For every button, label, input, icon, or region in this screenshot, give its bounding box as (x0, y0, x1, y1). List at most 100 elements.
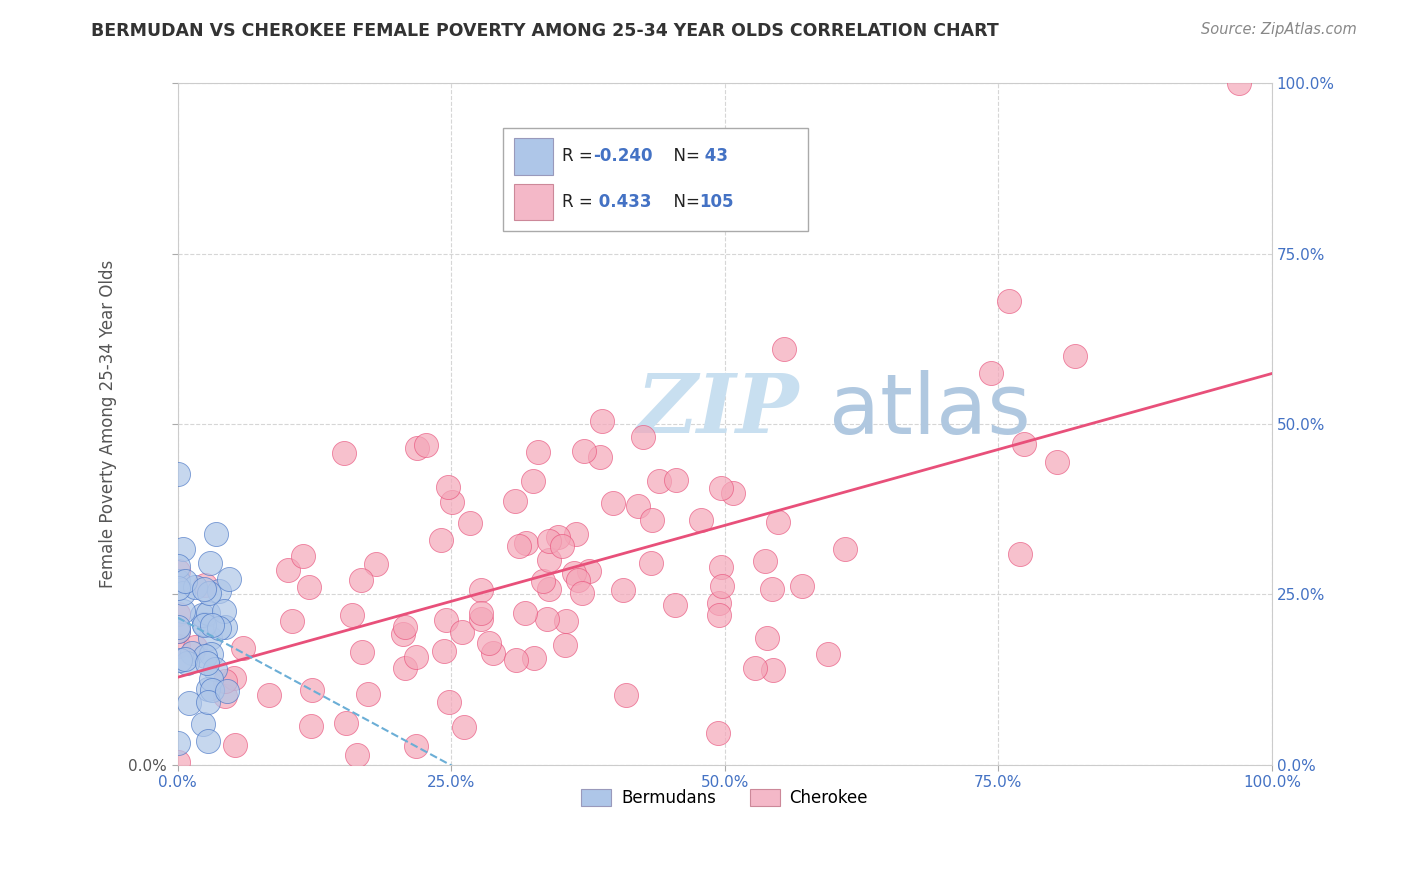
Point (405, 739, 427, 753)
Point (647, 474, 669, 488)
Point (198, 586, 221, 600)
Point (550, 539, 572, 553)
Point (527, 444, 550, 458)
Point (166, 564, 188, 578)
Point (664, 599, 686, 613)
Text: N=: N= (664, 147, 704, 166)
Point (184, 640, 207, 654)
Point (191, 717, 214, 731)
Point (193, 617, 215, 632)
Point (166, 607, 188, 621)
Point (567, 573, 589, 587)
Point (1227, 77, 1250, 91)
Point (453, 720, 475, 734)
Point (470, 582, 492, 597)
Point (166, 639, 188, 653)
Point (817, 647, 839, 661)
Point (350, 645, 373, 659)
Point (198, 631, 221, 645)
Point (166, 574, 188, 589)
Point (194, 578, 217, 592)
Point (508, 539, 530, 553)
Point (602, 496, 624, 510)
Point (218, 572, 240, 586)
Point (224, 738, 246, 752)
Point (204, 662, 226, 676)
Text: N=: N= (664, 193, 704, 211)
Point (392, 627, 415, 641)
Point (166, 736, 188, 750)
Point (470, 612, 492, 626)
Point (298, 580, 321, 594)
Point (640, 556, 662, 570)
Point (761, 582, 783, 596)
Point (214, 673, 236, 688)
Point (415, 438, 437, 452)
Text: 43: 43 (700, 147, 728, 166)
Point (505, 652, 527, 666)
Text: R =: R = (562, 193, 598, 211)
Point (589, 450, 612, 464)
Point (547, 530, 569, 544)
Point (522, 474, 544, 488)
Text: 0.433: 0.433 (593, 193, 651, 211)
Point (299, 719, 322, 733)
Point (591, 414, 613, 428)
Point (166, 467, 188, 482)
Point (721, 486, 744, 500)
Point (665, 473, 688, 487)
Point (224, 671, 246, 685)
Point (166, 582, 188, 596)
Point (200, 647, 222, 661)
Point (1064, 349, 1087, 363)
Point (191, 607, 214, 622)
Text: BERMUDAN VS CHEROKEE FEMALE POVERTY AMONG 25-34 YEAR OLDS CORRELATION CHART: BERMUDAN VS CHEROKEE FEMALE POVERTY AMON… (91, 22, 1000, 40)
Point (430, 533, 453, 548)
Point (214, 689, 236, 703)
Point (627, 499, 650, 513)
Point (790, 579, 813, 593)
Point (1012, 437, 1035, 451)
Point (208, 621, 231, 635)
Point (184, 580, 207, 594)
Point (482, 646, 505, 660)
Point (470, 607, 492, 621)
Point (166, 620, 188, 634)
Point (641, 513, 664, 527)
Point (980, 366, 1002, 380)
Point (357, 688, 380, 702)
Point (689, 513, 711, 527)
Point (406, 441, 429, 455)
Point (366, 558, 388, 572)
Point (174, 651, 197, 665)
Legend: Bermudans, Cherokee: Bermudans, Cherokee (575, 782, 875, 814)
Point (205, 526, 228, 541)
Point (538, 582, 561, 596)
Point (340, 608, 363, 623)
Point (436, 480, 458, 494)
Point (281, 614, 304, 628)
Point (215, 684, 238, 698)
Point (257, 688, 280, 702)
Text: ZIP: ZIP (637, 370, 800, 450)
Point (834, 541, 856, 556)
Point (197, 656, 219, 670)
Point (174, 574, 197, 588)
Point (197, 734, 219, 748)
Point (571, 586, 593, 600)
Point (503, 494, 526, 508)
Point (614, 688, 637, 702)
Point (201, 618, 224, 632)
Point (744, 661, 766, 675)
Point (335, 716, 357, 731)
Point (554, 638, 576, 652)
Point (346, 747, 368, 762)
Point (762, 663, 785, 677)
Point (1008, 547, 1031, 561)
Point (172, 604, 194, 618)
Point (433, 644, 456, 658)
Point (193, 616, 215, 631)
Point (172, 585, 194, 599)
Point (531, 574, 554, 588)
Point (1046, 455, 1069, 469)
